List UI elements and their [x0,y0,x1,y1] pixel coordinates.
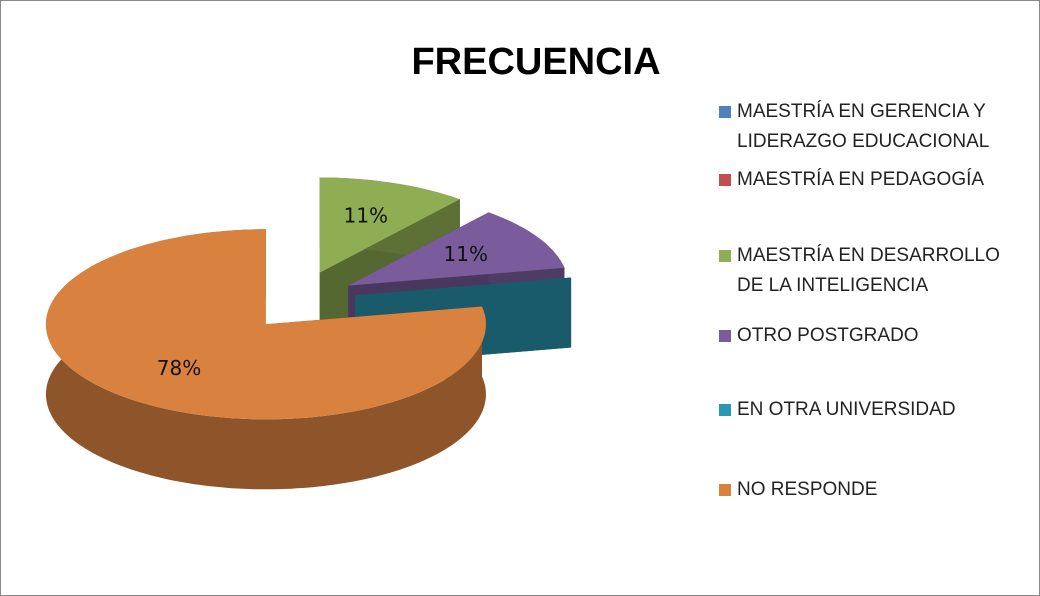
data-label: 78% [157,356,201,380]
data-label: 11% [444,242,488,266]
legend-label: NO RESPONDE [737,479,878,500]
legend-entry: NO RESPONDE [719,475,1029,535]
legend-label: OTRO POSTGRADO [737,325,919,346]
legend-swatch [719,174,731,186]
legend-entry: OTRO POSTGRADO [719,321,1029,395]
legend-swatch [719,330,731,342]
slice [348,212,565,286]
legend-swatch [719,250,731,262]
legend-entry: MAESTRÍA EN DESARROLLO DE LA INTELIGENCI… [719,241,1029,321]
legend-entry: MAESTRÍA EN PEDAGOGÍA [719,165,1029,241]
legend-label: MAESTRÍA EN GERENCIA Y LIDERAZGO EDUCACI… [737,101,990,152]
legend-label: MAESTRÍA EN PEDAGOGÍA [737,169,985,190]
data-label: 11% [344,204,388,228]
legend-swatch [719,106,731,118]
legend-label: EN OTRA UNIVERSIDAD [737,399,956,420]
legend: MAESTRÍA EN GERENCIA Y LIDERAZGO EDUCACI… [719,97,1029,535]
chart-title: FRECUENCIA [411,41,661,83]
slice [45,229,486,420]
legend-entry: EN OTRA UNIVERSIDAD [719,395,1029,475]
legend-swatch [719,484,731,496]
legend-entry: MAESTRÍA EN GERENCIA Y LIDERAZGO EDUCACI… [719,97,1029,165]
legend-swatch [719,404,731,416]
legend-label: MAESTRÍA EN DESARROLLO DE LA INTELIGENCI… [737,245,1000,296]
slice [319,177,460,273]
